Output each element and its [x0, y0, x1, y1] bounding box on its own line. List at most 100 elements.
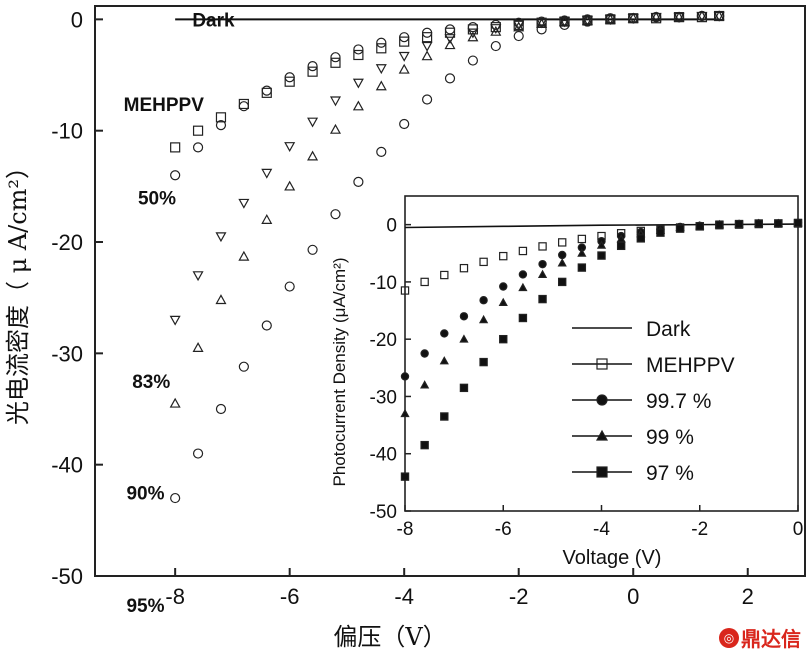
main-data-point — [353, 44, 364, 55]
main-data-point — [261, 168, 273, 179]
main-data-point — [215, 403, 227, 415]
inset-legend-marker — [596, 466, 608, 478]
main-x-tick-label: -8 — [165, 584, 185, 609]
main-data-point — [307, 117, 319, 128]
main-y-tick-label: -10 — [51, 119, 83, 144]
main-data-point — [399, 36, 410, 47]
main-data-point — [307, 150, 319, 161]
main-y-tick-label: -40 — [51, 453, 83, 478]
brand-logo-icon: ◎ — [719, 627, 739, 648]
main-data-point — [329, 96, 342, 107]
main-data-point — [696, 10, 708, 22]
main-data-point — [490, 40, 501, 52]
inset-data-point — [420, 349, 429, 358]
inset-series-dark — [404, 223, 799, 229]
inset-data-point — [518, 282, 528, 292]
main-data-point — [329, 123, 342, 134]
main-data-point — [261, 87, 272, 98]
main-series-label: MEHPPV — [124, 95, 205, 116]
inset-data-point — [400, 472, 410, 481]
inset-y-tick-label: -30 — [370, 387, 397, 408]
inset-data-point — [596, 240, 607, 249]
main-data-point — [215, 294, 227, 305]
main-data-point — [330, 57, 341, 68]
inset-data-point — [440, 329, 449, 338]
main-data-point — [261, 85, 272, 96]
main-series-95-: 95% — [126, 10, 725, 617]
inset-data-point — [420, 277, 429, 287]
inset-series-97- — [400, 218, 803, 481]
main-data-point — [513, 20, 525, 31]
inset-legend-marker — [595, 429, 609, 441]
main-data-point — [307, 61, 318, 72]
main-data-point — [238, 198, 250, 209]
inset-y-tick-label: -50 — [370, 502, 397, 523]
inset-data-point — [558, 250, 567, 260]
inset-data-point — [538, 242, 547, 251]
main-data-point — [673, 11, 685, 22]
inset-data-point — [616, 241, 626, 251]
main-data-point — [352, 100, 364, 111]
inset-y-tick-label: -10 — [370, 273, 397, 294]
inset-legend-item: 99 % — [572, 426, 694, 449]
main-data-point — [215, 232, 227, 243]
inset-x-axis-label: Voltage (V) — [563, 547, 662, 569]
inset-y-tick-label: 0 — [386, 216, 397, 237]
main-data-point — [192, 271, 204, 282]
main-data-point — [421, 94, 433, 105]
main-data-point — [651, 12, 662, 23]
main-data-point — [513, 17, 524, 28]
main-data-point — [307, 66, 318, 77]
inset-data-point — [439, 356, 449, 365]
main-data-point — [399, 32, 410, 43]
main-data-point — [192, 342, 204, 352]
inset-data-point — [459, 334, 469, 343]
main-data-point — [650, 11, 662, 22]
main-data-point — [536, 18, 548, 29]
inset-x-tick-label: -2 — [691, 519, 708, 540]
main-y-tick-label: -30 — [51, 341, 83, 366]
inset-data-point — [400, 286, 410, 295]
inset-data-point — [557, 258, 567, 267]
main-y-axis-label: 光电流密度（ μ A/cm²） — [4, 155, 32, 425]
main-data-point — [513, 21, 525, 32]
inset-data-point — [420, 440, 429, 450]
inset-legend: Dark MEHPPV 99.7 % 99 % 97 % — [572, 318, 735, 485]
main-data-point — [352, 78, 364, 89]
inset-data-point — [479, 257, 488, 267]
main-data-point — [627, 12, 639, 23]
inset-data-point — [734, 219, 744, 229]
main-data-point — [284, 142, 296, 153]
main-series-label: 95% — [126, 596, 164, 617]
main-data-point — [375, 64, 387, 75]
main-data-point — [170, 492, 181, 504]
main-y-tick-label: -20 — [51, 230, 83, 255]
main-plot-frame — [94, 5, 806, 577]
main-data-point — [559, 19, 570, 31]
main-y-tick-label: 0 — [71, 7, 83, 32]
inset-data-point — [754, 219, 763, 228]
inset-series-line — [404, 223, 799, 229]
main-data-point — [673, 12, 685, 23]
main-data-point — [376, 146, 387, 157]
main-data-point — [604, 13, 616, 24]
inset-legend-label: 99 % — [646, 426, 694, 449]
main-data-point — [467, 55, 479, 66]
main-data-point — [398, 51, 410, 62]
inset-data-point — [715, 220, 724, 229]
inset-data-point — [459, 263, 469, 273]
inset-legend-label: 97 % — [646, 462, 694, 485]
main-data-point — [513, 30, 524, 42]
main-series-90-: 90% — [126, 10, 725, 505]
main-x-tick-label: -2 — [509, 584, 529, 609]
main-data-point — [330, 52, 341, 63]
inset-data-point — [459, 312, 469, 321]
main-data-point — [696, 10, 708, 21]
main-data-point — [238, 250, 250, 261]
main-data-point — [215, 120, 227, 131]
main-data-point — [376, 37, 387, 48]
inset-data-point — [774, 219, 783, 228]
inset-legend-item: 97 % — [572, 462, 694, 485]
main-data-point — [261, 320, 272, 331]
main-data-point — [170, 170, 181, 181]
